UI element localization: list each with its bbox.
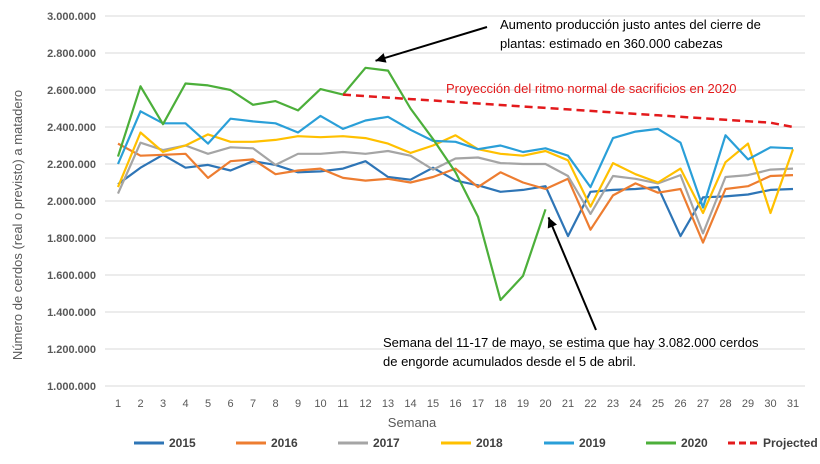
x-tick-labels: 1 2 3 4 5 6 7 8 9 10 11 12 13 14 15 16 17 18 19 20 21 22 23 24 2… (115, 398, 799, 410)
x-tick-label: 5 (205, 398, 211, 410)
x-tick-label: 27 (697, 398, 709, 410)
x-tick-label: 24 (629, 398, 641, 410)
y-axis-label: Número de cerdos (real o previsto) a mat… (10, 90, 25, 360)
legend-label: Projected 2020 (763, 436, 820, 450)
x-tick-label: 26 (674, 398, 686, 410)
x-tick-label: 23 (607, 398, 619, 410)
x-tick-label: 7 (250, 398, 256, 410)
x-tick-label: 6 (227, 398, 233, 410)
x-tick-label: 31 (787, 398, 799, 410)
series-line-2019 (116, 110, 794, 209)
y-tick-label: 1.200.000 (47, 344, 96, 356)
arrow-shaft (375, 26, 488, 62)
annotation-accumulated-line2: de engorde acumulados desde el 5 de abri… (383, 354, 636, 369)
y-tick-label: 2.600.000 (47, 85, 96, 97)
x-tick-label: 8 (272, 398, 278, 410)
y-tick-label: 2.200.000 (47, 159, 96, 171)
annotation-accumulated-line1: Semana del 11-17 de mayo, se estima que … (383, 335, 759, 350)
y-tick-label: 1.400.000 (47, 307, 96, 319)
x-tick-label: 3 (160, 398, 166, 410)
legend-label: 2016 (271, 436, 298, 450)
x-tick-label: 12 (359, 398, 371, 410)
x-tick-label: 14 (404, 398, 416, 410)
y-tick-label: 1.600.000 (47, 270, 96, 282)
annotation-peak-line1: Aumento producción justo antes del cierr… (500, 17, 761, 32)
x-tick-label: 11 (337, 398, 348, 410)
y-tick-label: 3.000.000 (47, 11, 96, 23)
x-tick-label: 2 (137, 398, 143, 410)
arrow-head (375, 53, 387, 63)
x-tick-label: 17 (472, 398, 484, 410)
x-axis-label: Semana (388, 415, 437, 430)
series-line-2018 (116, 131, 795, 215)
series-line-2016 (117, 142, 794, 244)
x-tick-label: 28 (719, 398, 731, 410)
annotation-peak-line2: plantas: estimado en 360.000 cabezas (500, 36, 723, 51)
x-tick-label: 16 (449, 398, 461, 410)
y-tick-label: 1.800.000 (47, 233, 96, 245)
x-tick-label: 22 (584, 398, 596, 410)
series-line-2020 (116, 66, 547, 302)
series-line-projected-2020 (342, 93, 794, 129)
x-tick-label: 30 (764, 398, 776, 410)
y-tick-label: 1.000.000 (47, 381, 96, 393)
legend-label: 2019 (579, 436, 606, 450)
x-tick-label: 4 (182, 398, 188, 410)
legend-label: 2017 (373, 436, 400, 450)
x-tick-label: 10 (314, 398, 326, 410)
y-tick-labels: 1.000.000 1.200.000 1.400.000 1.600.000 1.80… (47, 11, 96, 393)
x-tick-label: 1 (115, 398, 121, 410)
arrow-head (547, 217, 557, 229)
x-tick-label: 25 (652, 398, 664, 410)
arrow-shaft (547, 216, 597, 331)
x-tick-label: 15 (427, 398, 439, 410)
grid-lines (105, 15, 805, 387)
legend-label: 2018 (476, 436, 503, 450)
y-tick-label: 2.000.000 (47, 196, 96, 208)
legend-label: 2015 (169, 436, 196, 450)
x-tick-label: 18 (494, 398, 506, 410)
legend: 2015 2016 2017 2018 2019 2020 Projected 2020 (134, 436, 820, 450)
x-tick-label: 13 (382, 398, 394, 410)
y-tick-label: 2.400.000 (47, 122, 96, 134)
annotation-projection: Proyección del ritmo normal de sacrifici… (446, 81, 736, 96)
legend-label: 2020 (681, 436, 708, 450)
series-line-2017 (116, 141, 794, 235)
x-tick-label: 9 (295, 398, 301, 410)
x-tick-label: 29 (742, 398, 754, 410)
series-lines (116, 66, 795, 302)
x-tick-label: 20 (539, 398, 551, 410)
x-tick-label: 19 (517, 398, 529, 410)
y-tick-label: 2.800.000 (47, 48, 96, 60)
annotation-peak-arrow (375, 26, 488, 63)
x-tick-label: 21 (562, 398, 574, 410)
series-line-2015 (117, 153, 794, 238)
annotation-accumulated-arrow (547, 216, 597, 331)
